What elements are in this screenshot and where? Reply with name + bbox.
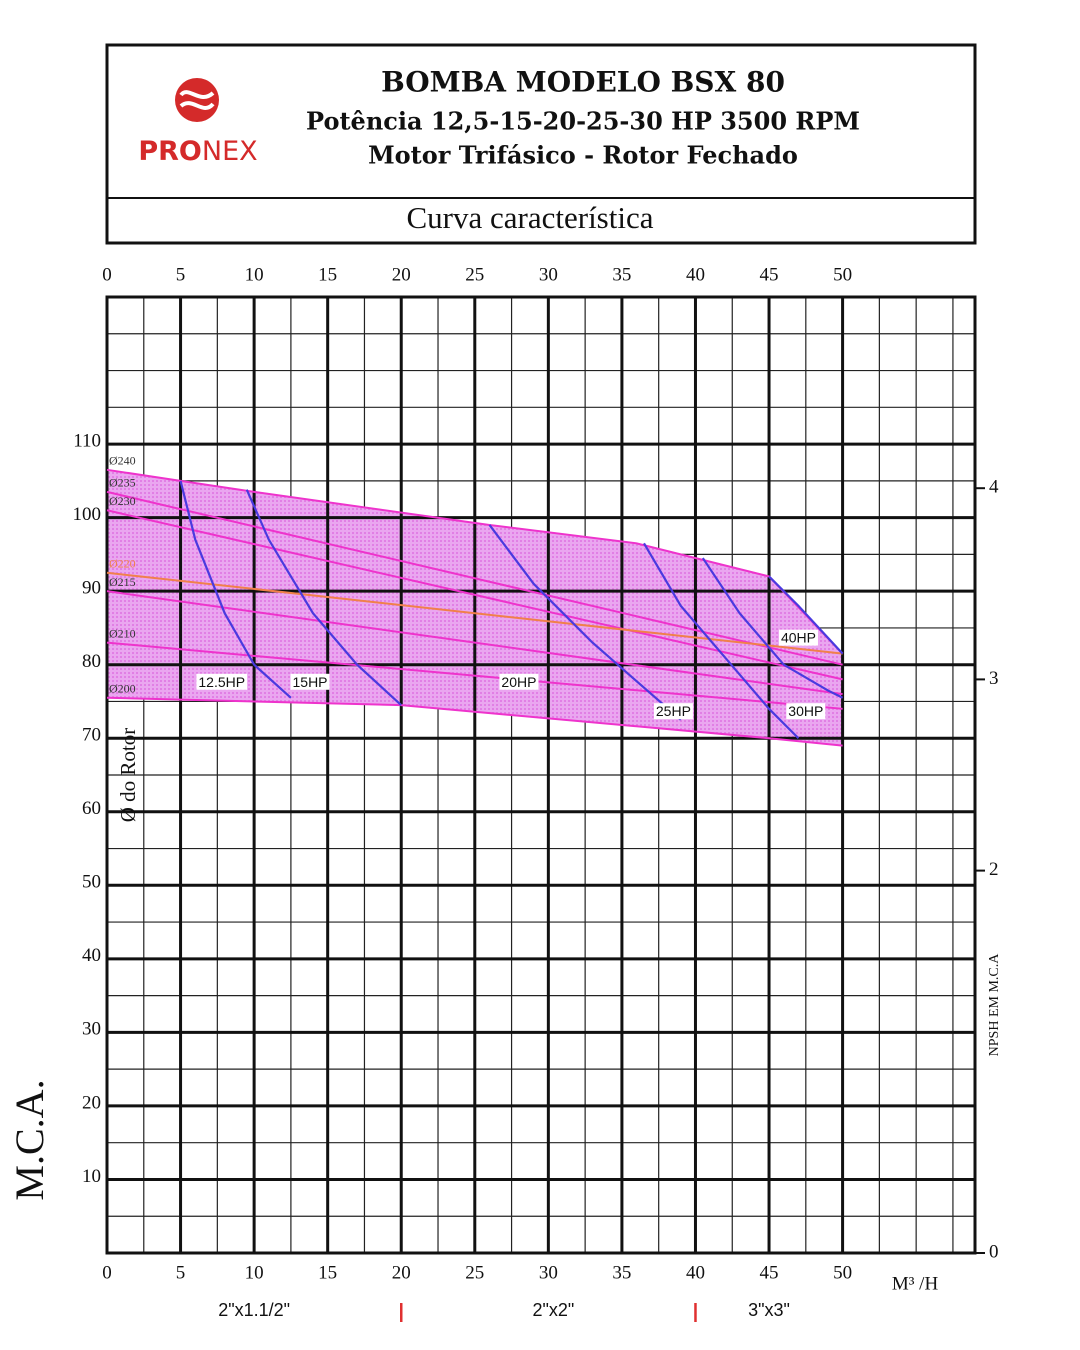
annotation: 12.5HP [198, 674, 245, 690]
annotation-bg [653, 703, 693, 720]
pipe-size-label: 2"x1.1/2" [218, 1300, 290, 1320]
subtitle: Potência 12,5-15-20-25-30 HP 3500 RPM [306, 107, 860, 136]
logo-mark [175, 78, 219, 122]
x-tick-label: 30 [539, 1262, 558, 1283]
subtitle: Motor Trifásico - Rotor Fechado [368, 141, 798, 170]
y2-tick-label: 4 [989, 477, 999, 498]
rotor-label: Ø235 [109, 476, 136, 490]
rotor-label: Ø220 [109, 557, 136, 571]
rotor-curve [106, 490, 843, 666]
rotor-curve [106, 571, 843, 655]
y-axis-label: M.C.A. [7, 1079, 52, 1200]
power-limit-curve [643, 542, 800, 740]
x-tick-label: 20 [392, 264, 411, 285]
x-tick-label: 5 [176, 1262, 186, 1283]
logo-light: NEX [202, 136, 258, 167]
x-tick-label: 5 [176, 264, 186, 285]
y2-tick-label: 3 [989, 668, 999, 689]
header-box [105, 43, 977, 245]
rotor-axis-label: Ø do Rotor [116, 728, 140, 823]
power-limit-curve [768, 575, 844, 655]
annotation: 30HP [788, 703, 823, 719]
rotor-label: Ø210 [109, 626, 136, 640]
y-tick-label: 60 [82, 798, 101, 819]
y-tick-label: 30 [82, 1019, 101, 1040]
x-tick-label: 0 [102, 264, 112, 285]
x-tick-label: 35 [612, 1262, 631, 1283]
x-tick-label: 15 [318, 1262, 337, 1283]
x-tick-label: 45 [760, 264, 779, 285]
y-tick-label: 70 [82, 725, 101, 746]
x-axis-label: M³ /H [892, 1273, 939, 1294]
x-tick-label: 45 [760, 1262, 779, 1283]
annotation-bg [290, 673, 330, 690]
rotor-curve [106, 696, 843, 747]
x-tick-label: 10 [245, 1262, 264, 1283]
x-tick-label: 40 [686, 1262, 705, 1283]
x-tick-label: 10 [245, 264, 264, 285]
x-tick-label: 20 [392, 1262, 411, 1283]
y2-tick-label: 0 [989, 1241, 999, 1262]
x-tick-label: 35 [612, 264, 631, 285]
annotation: 20HP [501, 674, 536, 690]
rotor-label: Ø240 [109, 454, 136, 468]
y-tick-label: 50 [82, 872, 101, 893]
x-tick-label: 25 [465, 264, 484, 285]
y-tick-label: 40 [82, 945, 101, 966]
y2-axis-label: NPSH EM M.C.A [987, 953, 1002, 1057]
pipe-size-label: 2"x2" [532, 1300, 574, 1320]
rotor-curve [106, 590, 843, 696]
logo: PRONEX [138, 78, 258, 167]
rotor-label: Ø200 [109, 682, 136, 696]
y2-tick-label: 2 [989, 859, 999, 880]
annotation: 40HP [781, 630, 816, 646]
logo-swirl [179, 90, 215, 110]
y-tick-label: 90 [82, 578, 101, 599]
pipe-size-label: 3"x3" [748, 1300, 790, 1320]
y-tick-label: 110 [73, 430, 101, 451]
rotor-label: Ø215 [109, 575, 136, 589]
power-limit-curve [701, 557, 844, 699]
annotation-bg [778, 629, 818, 646]
annotation-bg [786, 703, 826, 720]
power-limit-curve [179, 480, 292, 699]
power-limit-curve [245, 489, 402, 706]
annotation-bg [499, 673, 539, 690]
plot: 0055101015152020252530303535404045455050… [7, 264, 1002, 1322]
x-tick-label: 40 [686, 264, 705, 285]
x-tick-label: 25 [465, 1262, 484, 1283]
rotor-curve [106, 641, 843, 710]
caption: Curva característica [407, 200, 654, 235]
y-tick-label: 100 [73, 504, 102, 525]
annotation: 15HP [293, 674, 328, 690]
power-limit-curve [488, 524, 682, 721]
logo-text: PRONEX [138, 136, 257, 167]
header: PRONEX BOMBA MODELO BSX 80 Potência 12,5… [105, 43, 977, 245]
x-tick-label: 30 [539, 264, 558, 285]
x-tick-label: 0 [102, 1262, 112, 1283]
annotation-bg [196, 673, 248, 690]
title: BOMBA MODELO BSX 80 [381, 66, 785, 99]
annotation: 25HP [656, 703, 691, 719]
x-tick-label: 50 [833, 264, 852, 285]
rotor-label: Ø230 [109, 494, 136, 508]
y-tick-label: 10 [82, 1166, 101, 1187]
y-tick-label: 80 [82, 651, 101, 672]
x-tick-label: 15 [318, 264, 337, 285]
plot-frame [105, 295, 977, 1255]
logo-bold: PRO [138, 136, 202, 167]
x-tick-label: 50 [833, 1262, 852, 1283]
y-tick-label: 20 [82, 1092, 101, 1113]
